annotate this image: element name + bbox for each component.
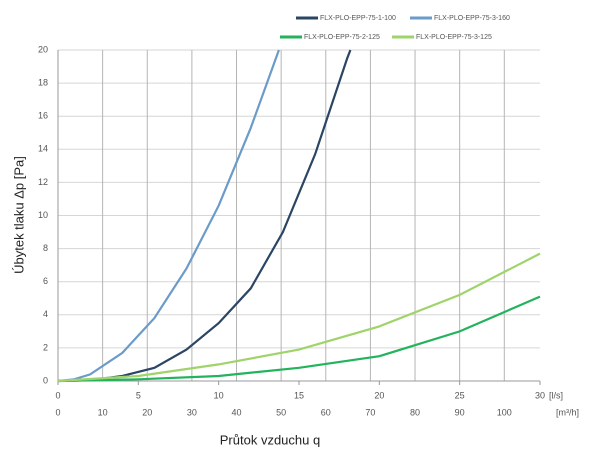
- y-tick-label: 8: [43, 243, 48, 253]
- series-line: [57, 295, 541, 383]
- y-tick-label: 6: [43, 276, 48, 286]
- y-tick-label: 14: [38, 144, 48, 154]
- y-tick-label: 4: [43, 309, 48, 319]
- x-tick-label: 5: [136, 390, 141, 400]
- y-tick-label: 20: [38, 44, 48, 54]
- x-tick-label: 25: [455, 390, 465, 400]
- x-axis-title: Průtok vzduchu q: [220, 432, 320, 447]
- x-tick-label: 10: [214, 390, 224, 400]
- x2-unit: [m³/h]: [556, 407, 579, 417]
- legend: FLX-PLO-EPP-75-1-100 FLX-PLO-EPP-75-3-160…: [280, 15, 510, 41]
- x2-tick-label: 80: [410, 407, 420, 417]
- x2-tick-label: 40: [232, 407, 242, 417]
- y-axis-title: Úbytek tlaku Δp [Pa]: [11, 156, 26, 274]
- series-line: [57, 49, 280, 383]
- x2-tick-label: 10: [98, 407, 108, 417]
- y-tick-label: 0: [43, 375, 48, 385]
- legend-label: FLX-PLO-EPP-75-3-125: [416, 34, 492, 41]
- x-tick-label: 30: [535, 390, 545, 400]
- x2-tick-label: 100: [497, 407, 512, 417]
- x2-tick-label: 0: [55, 407, 60, 417]
- x2-tick-label: 20: [142, 407, 152, 417]
- x-tick-label: 15: [294, 390, 304, 400]
- y-tick-label: 12: [38, 177, 48, 187]
- x2-tick-label: 50: [276, 407, 286, 417]
- series-line: [57, 252, 541, 383]
- x2-tick-label: 60: [321, 407, 331, 417]
- x2-tick-label: 90: [455, 407, 465, 417]
- x2-tick-label: 30: [187, 407, 197, 417]
- x-unit: [l/s]: [549, 390, 563, 400]
- y-tick-label: 10: [38, 210, 48, 220]
- x-tick-label: 0: [55, 390, 60, 400]
- legend-label: FLX-PLO-EPP-75-3-160: [434, 15, 510, 22]
- legend-label: FLX-PLO-EPP-75-2-125: [304, 34, 380, 41]
- y-tick-label: 2: [43, 342, 48, 352]
- x-tick-label: 20: [374, 390, 384, 400]
- x2-tick-label: 70: [365, 407, 375, 417]
- y-tick-label: 16: [38, 111, 48, 121]
- y-tick-label: 18: [38, 77, 48, 87]
- legend-label: FLX-PLO-EPP-75-1-100: [320, 15, 396, 22]
